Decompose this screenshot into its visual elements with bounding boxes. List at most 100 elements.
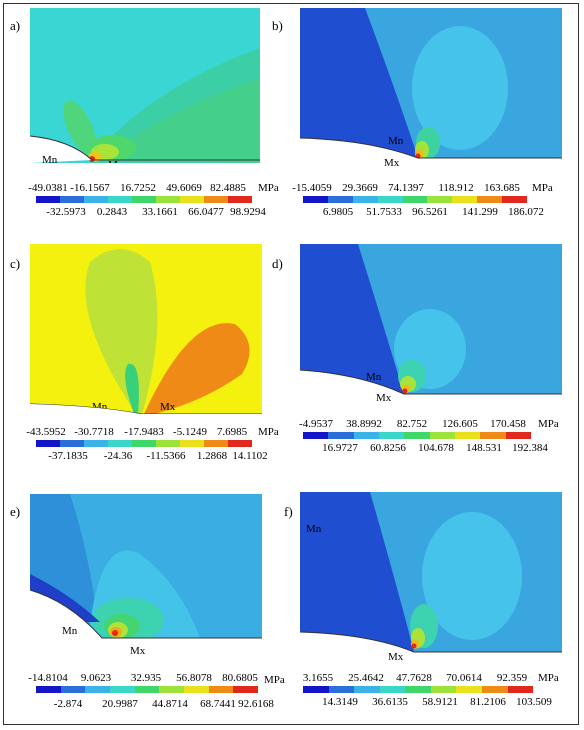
legend-value: -2.874: [53, 698, 83, 710]
colorbar-swatch: [327, 196, 353, 203]
legend-value: 60.8256: [370, 442, 406, 454]
annotation-mx: Mx: [160, 401, 176, 413]
legend-value: 126.605: [442, 418, 478, 430]
legend-value: 49.6069: [166, 182, 202, 194]
legend-value: 44.8714: [152, 698, 188, 710]
legend-value: 186.072: [508, 206, 544, 218]
legend-value: -17.9483: [124, 426, 164, 438]
panel-label: a): [10, 18, 21, 33]
legend-value: 92.6168: [238, 698, 274, 710]
legend-value: 82.4885: [210, 182, 246, 194]
legend-value: -43.5952: [26, 426, 66, 438]
colorbar-swatch: [204, 196, 228, 203]
colorbar: [36, 686, 259, 693]
legend-value: 58.9121: [422, 696, 458, 708]
legend-unit: MPa: [264, 674, 285, 686]
colorbar-swatch: [456, 686, 482, 693]
panel-label: e): [10, 504, 21, 519]
legend-value: 32.935: [130, 672, 162, 684]
legend-value: -37.1835: [48, 450, 88, 462]
legend-value: 47.7628: [396, 672, 432, 684]
legend-value: 14.3149: [322, 696, 358, 708]
colorbar: [303, 432, 531, 439]
colorbar-swatch: [502, 196, 528, 203]
colorbar-swatch: [84, 196, 108, 203]
colorbar-swatch: [228, 440, 252, 447]
legend-value: -49.0381: [28, 182, 68, 194]
legend-value: 92.359: [496, 672, 528, 684]
annotation-mn: Mn: [306, 523, 322, 535]
colorbar-swatch: [85, 686, 111, 693]
legend-value: 56.8078: [176, 672, 212, 684]
colorbar: [303, 686, 534, 693]
colorbar-swatch: [84, 440, 108, 447]
colorbar-swatch: [378, 432, 405, 439]
legend-value: -24.36: [103, 450, 133, 462]
colorbar-swatch: [427, 196, 453, 203]
legend-value: 74.1397: [388, 182, 424, 194]
legend-value: 104.678: [418, 442, 454, 454]
legend-value: 66.0477: [188, 206, 224, 218]
contour-plot: Mn Mx: [30, 494, 262, 658]
legend-value: 29.3669: [342, 182, 378, 194]
annotation-mn: Mn: [62, 625, 78, 637]
legend-value: 103.509: [516, 696, 552, 708]
colorbar-swatch: [208, 686, 234, 693]
legend-unit: MPa: [258, 182, 279, 194]
legend-value: 141.299: [462, 206, 498, 218]
panel-label: c): [10, 256, 21, 271]
panel-label: d): [272, 256, 283, 271]
colorbar-swatch: [328, 686, 355, 693]
colorbar-swatch: [36, 440, 60, 447]
colorbar-swatch: [180, 440, 204, 447]
colorbar: [36, 440, 252, 447]
colorbar-swatch: [134, 686, 160, 693]
legend-value: 82.752: [396, 418, 428, 430]
colorbar-swatch: [60, 440, 84, 447]
colorbar-swatch: [328, 432, 354, 439]
figure-frame: [3, 3, 579, 725]
colorbar-swatch: [110, 686, 135, 693]
annotation-mx: Mx: [388, 651, 404, 662]
panel-label: b): [272, 18, 283, 33]
annotation-mx: Mx: [108, 159, 124, 163]
colorbar-swatch: [180, 196, 204, 203]
colorbar-swatch: [377, 196, 403, 203]
legend-value: 3.1655: [302, 672, 334, 684]
colorbar-swatch: [354, 686, 380, 693]
colorbar-swatch: [132, 440, 156, 447]
contour-plot: Mn Mx: [300, 244, 562, 402]
colorbar: [36, 196, 252, 203]
legend-value: 25.4642: [348, 672, 384, 684]
legend-value: 118.912: [438, 182, 474, 194]
colorbar-swatch: [156, 196, 180, 203]
legend-value: 81.2106: [470, 696, 506, 708]
contour-plot: Mn Mx: [30, 244, 262, 422]
colorbar-swatch: [156, 440, 180, 447]
colorbar-swatch: [505, 432, 531, 439]
colorbar-swatch: [352, 196, 378, 203]
colorbar-swatch: [60, 686, 86, 693]
legend-unit: MPa: [538, 418, 559, 430]
colorbar-swatch: [303, 432, 329, 439]
colorbar-swatch: [159, 686, 185, 693]
legend-value: -5.1249: [173, 426, 207, 438]
colorbar-swatch: [379, 686, 406, 693]
legend-value: -16.1567: [70, 182, 110, 194]
annotation-mx: Mx: [130, 645, 146, 657]
legend-unit: MPa: [538, 672, 559, 684]
colorbar-swatch: [60, 196, 84, 203]
legend-value: 1.2868: [196, 450, 228, 462]
annotation-mn: Mn: [42, 154, 58, 163]
colorbar-swatch: [404, 432, 430, 439]
colorbar: [303, 196, 528, 203]
colorbar-swatch: [454, 432, 481, 439]
colorbar-swatch: [303, 196, 328, 203]
legend-value: -4.9537: [299, 418, 333, 430]
legend-value: 6.9805: [322, 206, 354, 218]
legend-value: 38.8992: [346, 418, 382, 430]
legend-value: 33.1661: [142, 206, 178, 218]
colorbar-swatch: [452, 196, 478, 203]
colorbar-swatch: [108, 196, 132, 203]
legend-value: 98.9294: [230, 206, 266, 218]
